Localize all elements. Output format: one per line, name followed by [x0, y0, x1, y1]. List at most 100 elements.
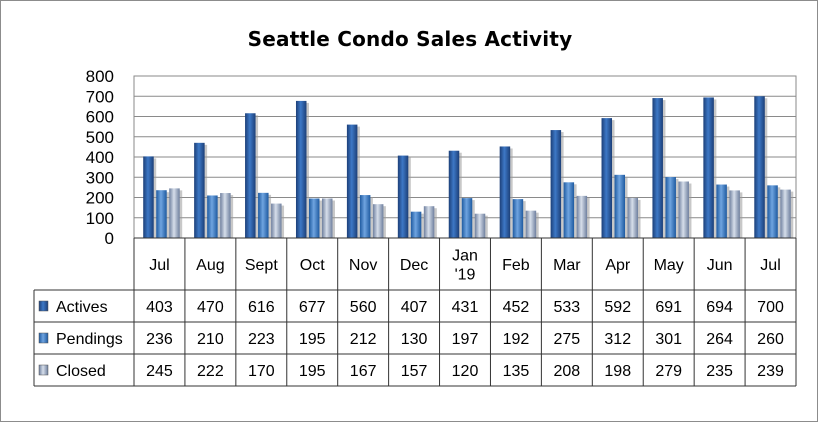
table-cell: 157: [401, 363, 428, 380]
bar-pendings: [665, 177, 676, 238]
table-cell: 245: [146, 363, 173, 380]
table-cell: 279: [655, 363, 682, 380]
category-label: Feb: [502, 257, 530, 274]
bar-closed: [525, 210, 537, 238]
table-cell: 223: [248, 331, 275, 348]
category-label: Sept: [245, 257, 278, 274]
table-cell: 235: [706, 363, 733, 380]
y-tick-label: 700: [86, 87, 114, 106]
table-cell: 275: [553, 331, 580, 348]
bar-closed: [169, 188, 180, 238]
bar-pendings: [563, 182, 575, 238]
bar-closed: [627, 197, 639, 238]
bar-pendings: [359, 195, 371, 238]
table-cell: 260: [757, 331, 784, 348]
bar-pendings: [308, 198, 320, 238]
y-tick-label: 300: [86, 168, 114, 187]
table-cell: 239: [757, 363, 784, 380]
table-cell: 120: [452, 363, 479, 380]
bar-actives: [194, 142, 205, 238]
table-cell: 212: [350, 331, 377, 348]
table-cell: 135: [503, 363, 530, 380]
table-cell: 195: [299, 363, 326, 380]
bar-actives: [550, 130, 562, 238]
bar-pendings: [614, 174, 626, 238]
table-cell: 236: [146, 331, 173, 348]
legend-key-pendings: [38, 332, 49, 344]
bar-actives: [245, 113, 256, 238]
y-tick-label: 800: [86, 67, 114, 86]
table-cell: 130: [401, 331, 428, 348]
table-cell: 170: [248, 363, 275, 380]
table-cell: 208: [553, 363, 580, 380]
table-cell: 616: [248, 299, 275, 316]
y-tick-label: 0: [105, 229, 114, 248]
bar-actives: [499, 146, 511, 238]
table-cell: 560: [350, 299, 377, 316]
table-cell: 694: [706, 299, 733, 316]
category-label: '19: [455, 267, 476, 284]
bar-actives: [601, 118, 613, 238]
bar-pendings: [716, 184, 727, 238]
bar-pendings: [767, 185, 778, 238]
bar-pendings: [258, 192, 269, 238]
category-label: Aug: [196, 257, 224, 274]
y-tick-label: 600: [86, 108, 114, 127]
bar-pendings: [512, 199, 524, 238]
legend-key-actives: [38, 300, 49, 312]
category-label: Apr: [605, 257, 631, 274]
bar-closed: [220, 193, 231, 238]
table-cell: 312: [604, 331, 631, 348]
table-cell: 222: [197, 363, 224, 380]
table-cell: 403: [146, 299, 173, 316]
bar-actives: [397, 155, 409, 238]
table-cell: 167: [350, 363, 377, 380]
table-cell: 700: [757, 299, 784, 316]
table-cell: 195: [299, 331, 326, 348]
bar-closed: [321, 198, 333, 238]
table-cell: 691: [655, 299, 682, 316]
category-label: Jul: [760, 257, 780, 274]
table-cell: 452: [503, 299, 530, 316]
bar-closed: [780, 189, 791, 238]
bar-actives: [295, 100, 307, 238]
bar-actives: [448, 150, 460, 238]
category-label: Mar: [553, 257, 581, 274]
bar-closed: [729, 190, 740, 238]
table-cell: 407: [401, 299, 428, 316]
category-label: Nov: [349, 257, 377, 274]
legend-key-closed: [38, 364, 49, 376]
series-name: Closed: [56, 363, 106, 380]
bar-closed: [372, 204, 384, 238]
bar-actives: [754, 96, 765, 238]
table-cell: 431: [452, 299, 479, 316]
category-label: Jun: [707, 257, 733, 274]
category-label: Jan: [452, 248, 478, 265]
y-tick-label: 200: [86, 189, 114, 208]
bar-pendings: [461, 198, 473, 238]
bar-closed: [678, 181, 689, 238]
table-cell: 592: [604, 299, 631, 316]
table-cell: 264: [706, 331, 733, 348]
bar-closed: [474, 213, 486, 238]
chart-title: Seattle Condo Sales Activity: [247, 27, 573, 51]
series-name: Pendings: [56, 331, 123, 348]
bar-closed: [576, 195, 588, 238]
bar-actives: [143, 156, 154, 238]
bar-closed: [271, 203, 282, 238]
bar-actives: [346, 124, 358, 238]
y-tick-label: 100: [86, 209, 114, 228]
table-cell: 470: [197, 299, 224, 316]
bar-pendings: [410, 211, 422, 238]
table-cell: 677: [299, 299, 326, 316]
bar-actives: [652, 98, 663, 238]
category-label: Oct: [300, 257, 325, 274]
table-cell: 197: [452, 331, 479, 348]
bar-pendings: [156, 190, 167, 238]
table-cell: 301: [655, 331, 682, 348]
table-cell: 198: [604, 363, 631, 380]
table-cell: 533: [553, 299, 580, 316]
table-cell: 192: [503, 331, 530, 348]
